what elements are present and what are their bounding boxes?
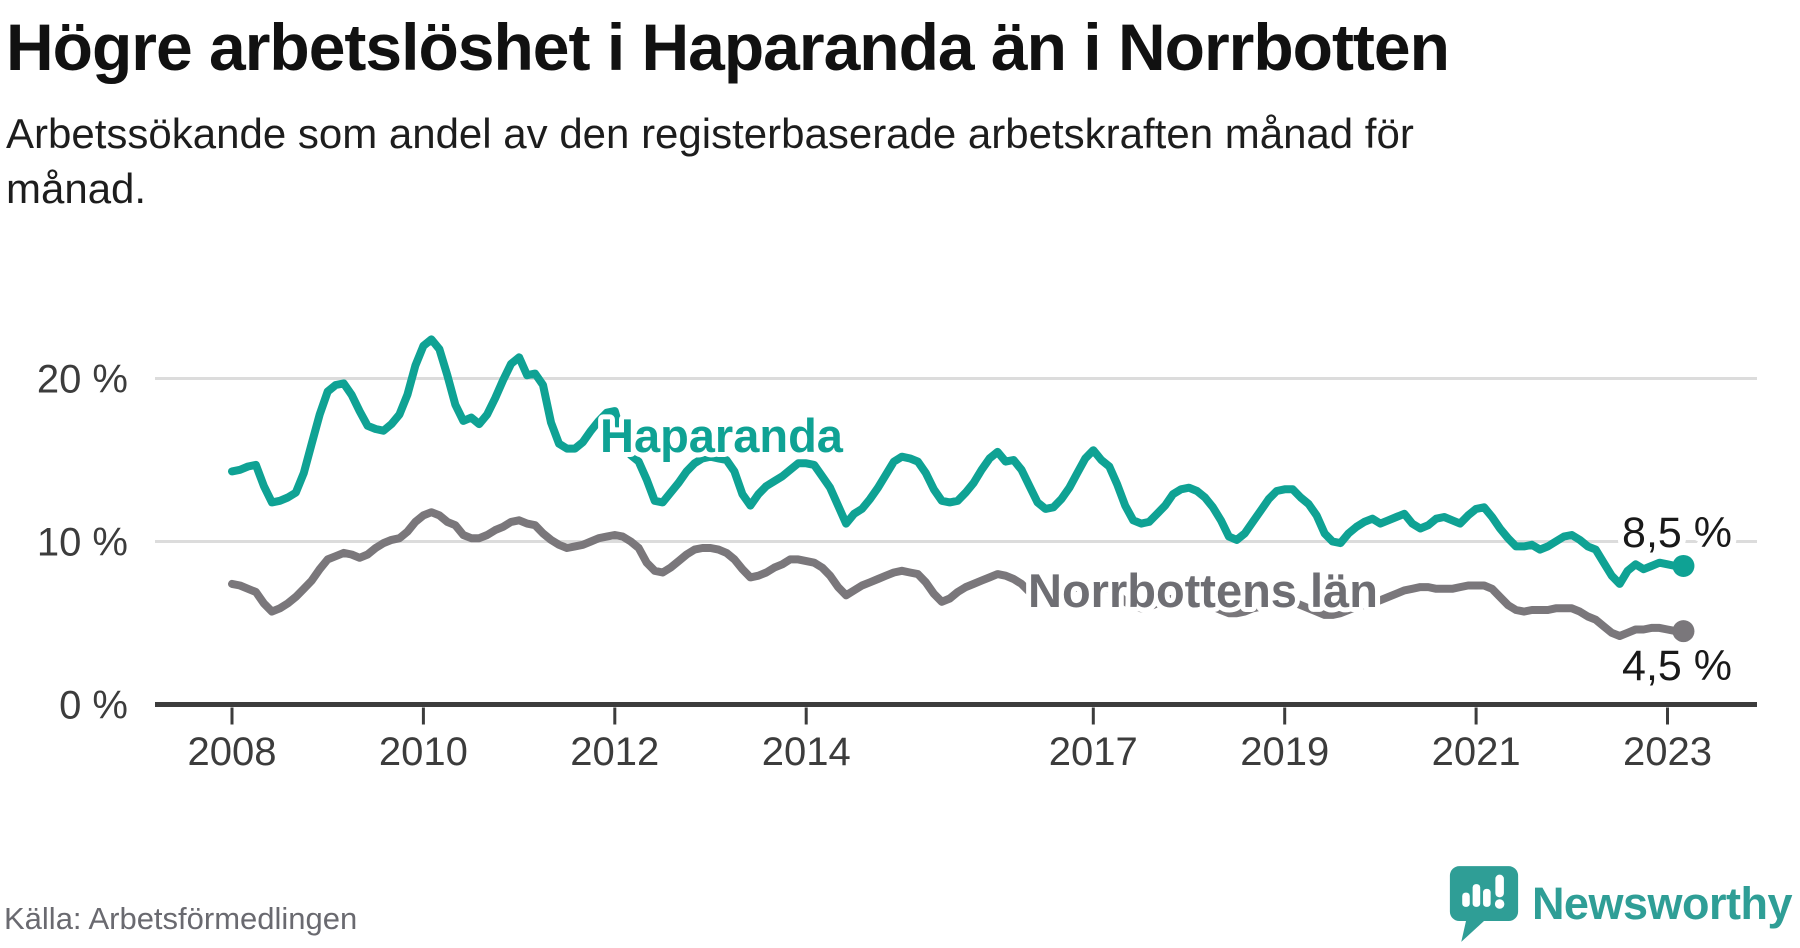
series-end-dot-haparanda	[1672, 554, 1695, 577]
series-line-norrbotten	[228, 508, 1688, 640]
series-label-norrbotten: Norrbottens län	[1028, 564, 1378, 617]
y-tick-label: 0 %	[59, 684, 128, 728]
x-tick-label: 2010	[379, 730, 468, 774]
x-tick-label: 2012	[570, 730, 659, 774]
logo-bar-1	[1462, 892, 1470, 907]
x-tick-label: 2017	[1049, 730, 1138, 774]
series-lines	[228, 335, 1695, 643]
x-tick-label: 2023	[1623, 730, 1712, 774]
logo-exclamation-bar	[1495, 874, 1504, 898]
x-tick-label: 2021	[1432, 730, 1521, 774]
series-end-dot-norrbotten	[1672, 620, 1695, 643]
x-tick-label: 2019	[1240, 730, 1329, 774]
page-title: Högre arbetslöshet i Haparanda än i Norr…	[6, 10, 1450, 84]
x-tick-label: 2014	[762, 730, 851, 774]
x-axis: 2008 2010 2012 2014 2017 2019 2021 2023	[155, 702, 1757, 774]
newsworthy-logo-text: Newsworthy	[1531, 878, 1793, 929]
page-subtitle: Arbetssökande som andel av den registerb…	[6, 110, 1414, 213]
y-tick-label: 10 %	[37, 521, 128, 565]
gridlines: 0 % 10 % 20 %	[37, 358, 1757, 728]
logo-bar-3	[1482, 888, 1491, 907]
series-line-haparanda	[228, 335, 1688, 588]
x-tick-label: 2008	[188, 730, 277, 774]
end-value-haparanda: 8,5 %	[1622, 509, 1732, 557]
end-value-norrbotten: 4,5 %	[1622, 642, 1732, 690]
newsworthy-logo: Newsworthy	[1448, 864, 1793, 944]
source-note: Källa: Arbetsförmedlingen	[4, 901, 358, 936]
newsworthy-logo-icon	[1449, 866, 1519, 942]
series-label-haparanda: Haparanda	[600, 409, 844, 462]
logo-exclamation-dot	[1494, 899, 1505, 909]
y-tick-label: 20 %	[37, 358, 128, 402]
logo-bar-2	[1472, 884, 1481, 907]
